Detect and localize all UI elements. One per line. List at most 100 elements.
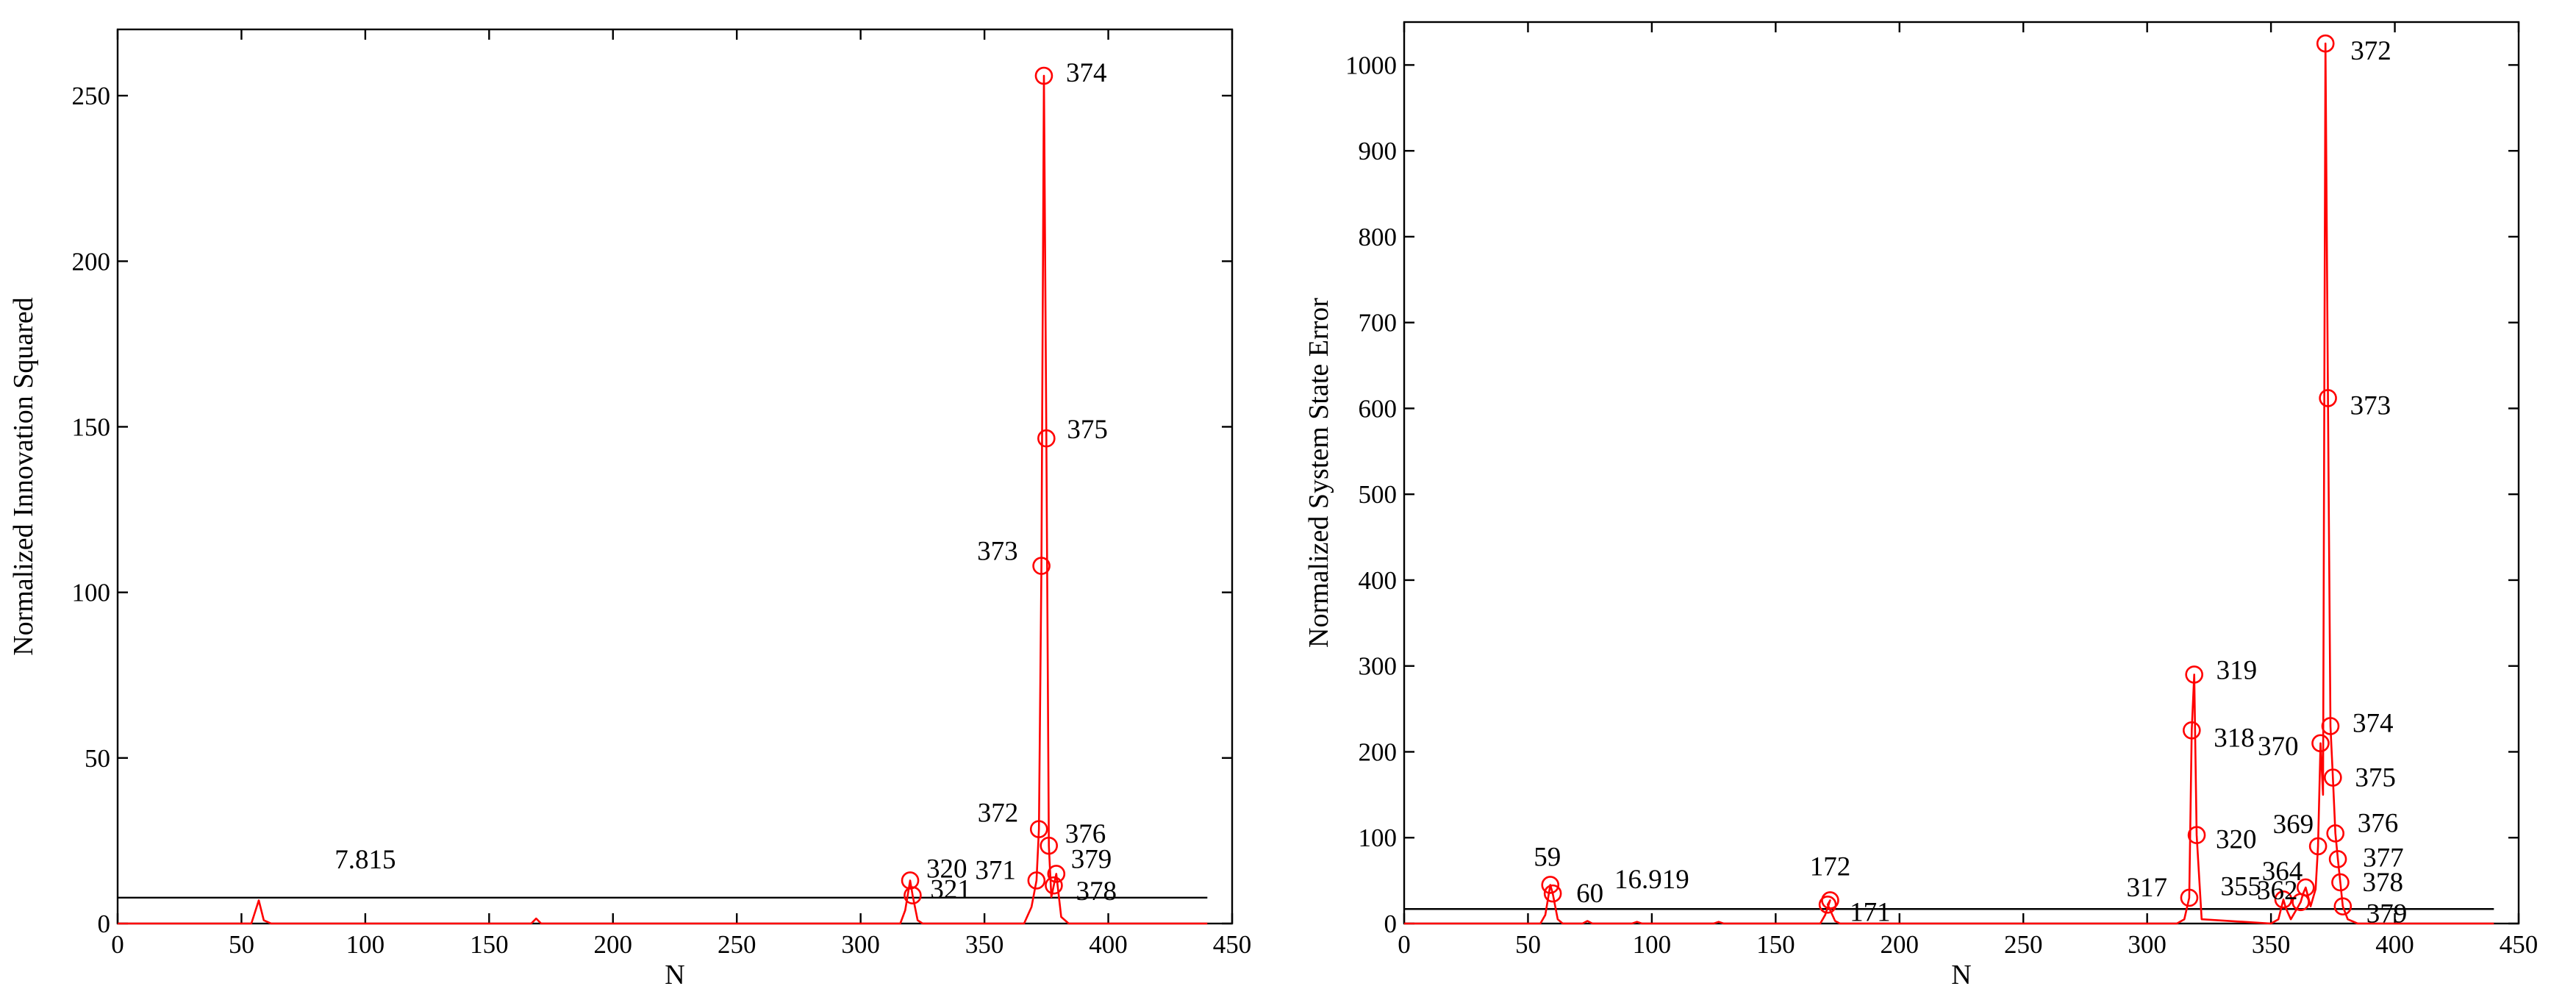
plot-area-frame — [1403, 21, 2520, 925]
peak-label: 376 — [1065, 819, 1106, 849]
y-tick-label: 900 — [1359, 137, 1398, 165]
peak-label: 172 — [1810, 851, 1851, 882]
y-tick-label: 800 — [1359, 223, 1398, 251]
peak-label: 364 — [2262, 857, 2303, 887]
peak-label: 373 — [2350, 390, 2391, 421]
peak-label: 355 — [2220, 871, 2261, 901]
peak-label: 378 — [1076, 876, 1117, 907]
y-tick-label: 500 — [1359, 480, 1398, 509]
y-tick-label: 700 — [1359, 309, 1398, 338]
x-axis-title: N — [1951, 960, 1971, 990]
series-line — [118, 74, 1208, 925]
peak-label: 375 — [2355, 763, 2396, 793]
peak-marker — [1821, 891, 1839, 910]
y-tick-label: 0 — [98, 910, 111, 938]
chart-panel-2: 0 50 100 150 200 250 300 350 400 450 0 100 200 300 400… — [1303, 21, 2539, 990]
peak-label: 373 — [977, 537, 1018, 567]
x-tick-label: 200 — [1881, 930, 1920, 959]
y-tick-label: 200 — [1359, 738, 1398, 766]
threshold-label: 16.919 — [1614, 865, 1689, 895]
x-tick-label: 450 — [1213, 930, 1252, 959]
peak-marker — [2180, 888, 2199, 907]
x-tick-label: 150 — [470, 930, 509, 959]
peak-marker — [1027, 871, 1046, 890]
series-line — [1404, 42, 2494, 925]
x-tick-label: 300 — [841, 930, 880, 959]
peak-label: 378 — [2362, 868, 2403, 898]
peak-label: 171 — [1850, 897, 1891, 927]
peak-marker — [2319, 389, 2337, 407]
y-axis-title: Normalized System State Error — [1303, 298, 1334, 648]
x-tick-label: 50 — [1515, 930, 1541, 959]
peak-marker — [2324, 768, 2342, 787]
peak-marker — [2321, 717, 2340, 735]
peak-marker — [2328, 850, 2347, 868]
peak-marker — [1047, 865, 1066, 883]
x-tick-label: 0 — [1398, 930, 1411, 959]
peak-marker — [1543, 884, 1562, 903]
peak-label: 379 — [1071, 844, 1112, 874]
peak-label: 379 — [2366, 899, 2408, 929]
peak-marker — [1037, 429, 1056, 448]
x-tick-label: 400 — [1089, 930, 1128, 959]
peak-label: 375 — [1067, 415, 1108, 445]
peak-label: 320 — [926, 854, 967, 884]
peak-marker — [2331, 873, 2350, 892]
y-tick-label: 150 — [72, 413, 111, 441]
y-tick-label: 200 — [72, 247, 111, 276]
peak-marker — [2185, 665, 2203, 684]
x-tick-label: 100 — [1633, 930, 1672, 959]
peak-marker — [1045, 876, 1063, 895]
x-tick-label: 150 — [1756, 930, 1795, 959]
peak-marker — [2311, 734, 2330, 753]
peak-label: 369 — [2273, 810, 2314, 840]
x-tick-label: 250 — [2004, 930, 2043, 959]
peak-marker — [2296, 878, 2315, 897]
x-tick-label: 350 — [965, 930, 1004, 959]
y-tick-label: 250 — [72, 82, 111, 110]
y-tick-label: 100 — [1359, 824, 1398, 852]
peak-marker — [2326, 824, 2345, 843]
peak-marker — [2316, 34, 2335, 53]
peak-marker — [904, 886, 922, 905]
peak-label: 376 — [2358, 808, 2399, 838]
y-tick-label: 300 — [1359, 652, 1398, 681]
x-tick-label: 450 — [2500, 930, 2539, 959]
x-tick-label: 250 — [718, 930, 756, 959]
y-tick-label: 1000 — [1345, 51, 1397, 79]
x-tick-label: 300 — [2128, 930, 2167, 959]
x-tick-label: 200 — [594, 930, 633, 959]
peak-marker — [1040, 836, 1059, 855]
plot-area-frame — [116, 28, 1234, 925]
peak-label: 374 — [2353, 708, 2394, 738]
peak-marker — [1032, 557, 1051, 575]
peak-marker — [2308, 837, 2328, 856]
y-axis-title: Normalized Innovation Squared — [8, 297, 39, 656]
peak-label: 374 — [1066, 58, 1107, 88]
peak-label: 321 — [930, 875, 971, 905]
peak-label: 371 — [975, 855, 1016, 885]
peak-marker — [2274, 890, 2293, 909]
x-tick-label: 400 — [2375, 930, 2414, 959]
threshold-label: 7.815 — [334, 845, 396, 875]
peak-label: 319 — [2217, 655, 2258, 685]
peak-label: 320 — [2216, 825, 2257, 855]
x-tick-label: 50 — [229, 930, 254, 959]
x-tick-label: 350 — [2252, 930, 2291, 959]
peak-marker — [1818, 896, 1837, 914]
peak-marker — [1034, 66, 1053, 85]
peak-label: 60 — [1576, 879, 1603, 909]
y-tick-label: 400 — [1359, 566, 1398, 595]
y-tick-label: 0 — [1384, 910, 1398, 938]
peak-marker — [2183, 721, 2201, 740]
peak-marker — [1029, 820, 1048, 838]
peak-label: 372 — [2350, 36, 2391, 66]
peak-marker — [2333, 897, 2353, 915]
y-tick-label: 600 — [1359, 394, 1398, 423]
y-tick-label: 50 — [85, 744, 110, 773]
chart-panel-1: 0 50 100 150 200 250 300 350 400 450 0 50 100 150 200 2… — [8, 28, 1252, 990]
peak-marker — [2187, 826, 2206, 845]
peak-label: 317 — [2126, 873, 2167, 903]
peak-label: 362 — [2257, 876, 2298, 906]
